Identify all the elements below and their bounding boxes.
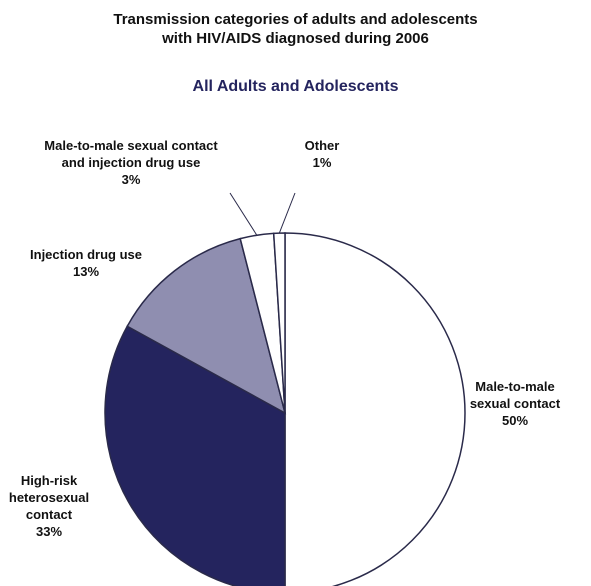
slice-label-text: Injection drug use	[0, 246, 172, 263]
leader-line-4	[279, 193, 295, 233]
pie-slice-0	[285, 233, 465, 586]
slice-label-text: High-risk	[0, 472, 98, 489]
slice-label-msm-and-idu: Male-to-male sexual contact and injectio…	[0, 137, 262, 188]
slice-label-text: heterosexual	[0, 489, 98, 506]
slice-label-text: Male-to-male sexual contact	[0, 137, 262, 154]
slice-label-other: Other 1%	[282, 137, 362, 171]
slice-value: 33%	[0, 523, 98, 540]
slice-value: 13%	[0, 263, 172, 280]
slice-label-injection-drug-use: Injection drug use 13%	[0, 246, 172, 280]
slice-label-text: Male-to-male	[440, 378, 590, 395]
slice-value: 50%	[440, 412, 590, 429]
slice-label-heterosexual: High-risk heterosexual contact 33%	[0, 472, 98, 540]
leader-line-3	[230, 193, 257, 235]
slice-label-text: contact	[0, 506, 98, 523]
slice-value: 1%	[282, 154, 362, 171]
slice-label-text: sexual contact	[440, 395, 590, 412]
slice-label-male-to-male: Male-to-male sexual contact 50%	[440, 378, 590, 429]
slice-label-text: Other	[282, 137, 362, 154]
slice-label-text: and injection drug use	[0, 154, 262, 171]
slice-value: 3%	[0, 171, 262, 188]
